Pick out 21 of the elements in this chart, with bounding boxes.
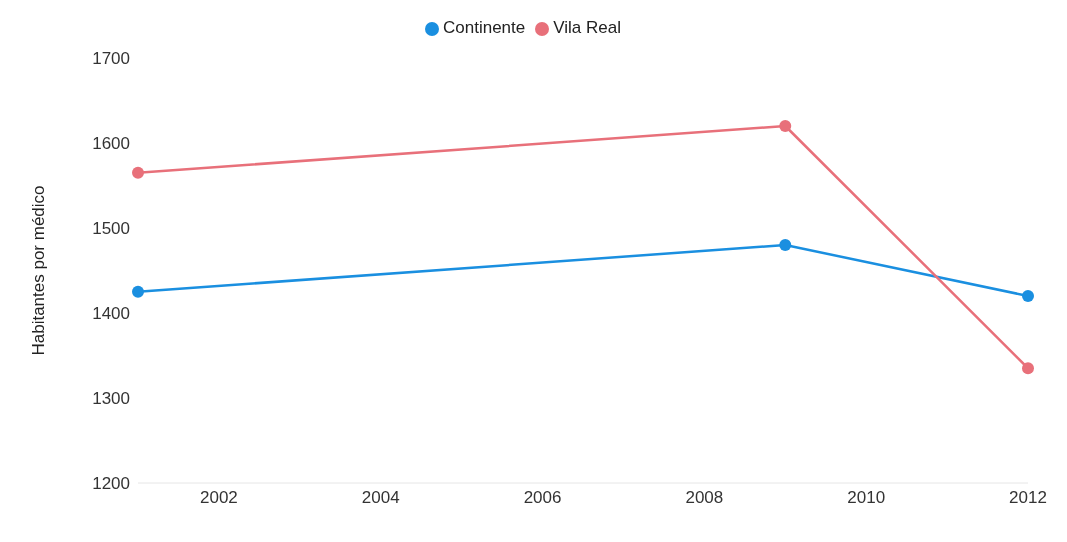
y-axis-title: Habitantes por médico (29, 185, 49, 356)
y-tick-label: 1700 (92, 49, 130, 69)
x-tick-label: 2006 (523, 488, 562, 508)
legend-label: Vila Real (553, 18, 621, 37)
x-tick-label: 2010 (847, 488, 886, 508)
point (1022, 290, 1034, 302)
x-tick-label: 2008 (685, 488, 724, 508)
point (779, 239, 792, 251)
y-tick-label: 1300 (92, 389, 130, 409)
x-tick-label: 2002 (200, 488, 238, 508)
point (1022, 362, 1034, 375)
y-tick-label: 1400 (92, 304, 130, 324)
x-tick-label: 2004 (361, 488, 400, 508)
y-tick-label: 1200 (92, 474, 130, 494)
y-tick-label: 1500 (92, 219, 130, 239)
point (132, 166, 144, 179)
point (132, 285, 144, 298)
legend-label: Continente (443, 18, 526, 37)
point (779, 120, 792, 132)
y-tick-label: 1600 (92, 134, 130, 154)
x-tick-label: 2012 (1009, 488, 1047, 508)
